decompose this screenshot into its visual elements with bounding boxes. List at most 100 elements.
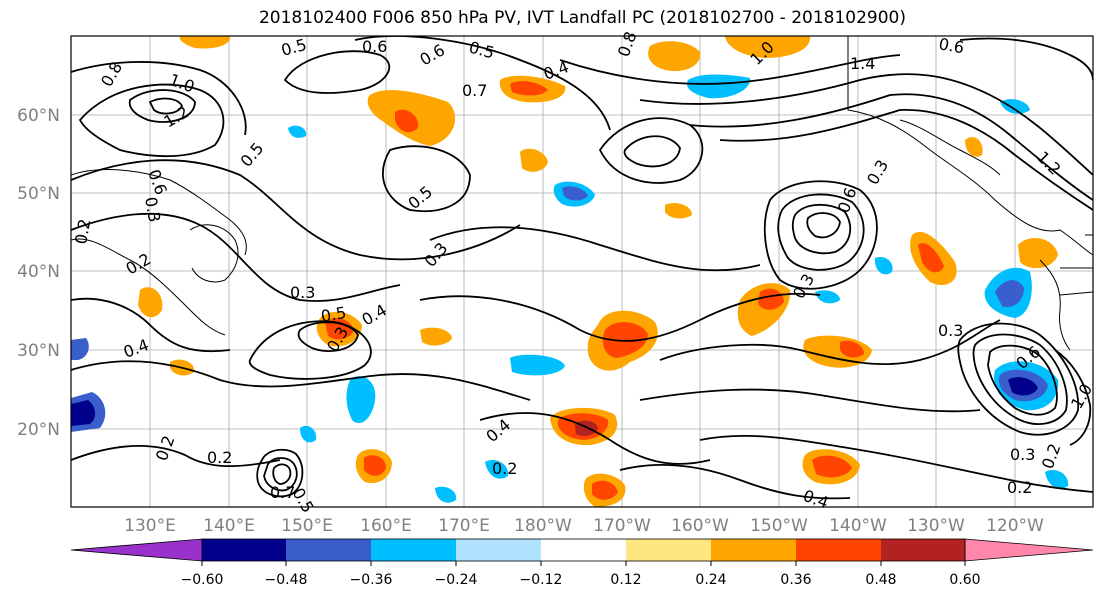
lat-label: 40°N — [17, 262, 60, 282]
pv-contour — [78, 83, 225, 158]
lon-label: 160°E — [360, 516, 412, 536]
contour-label: 0.2 — [71, 217, 94, 245]
coastline — [847, 36, 1093, 256]
pv-contour — [972, 333, 1068, 425]
colorbar-tick-label: −0.48 — [265, 572, 308, 588]
positive-anomaly-core — [812, 455, 852, 478]
lon-label: 120°W — [986, 516, 1044, 536]
pv-contour — [791, 203, 852, 255]
pv-contour — [148, 97, 184, 115]
colorbar-segment — [881, 539, 966, 561]
negative-anomaly-region — [346, 376, 376, 424]
positive-anomaly-core — [758, 288, 784, 310]
colorbar-tick-label: −0.60 — [181, 572, 224, 588]
positive-anomaly-core — [395, 109, 419, 133]
negative-anomaly-core — [995, 280, 1024, 308]
coastlines — [71, 36, 1093, 351]
negative-anomaly-region — [1000, 99, 1030, 114]
colorbar-segment — [541, 539, 627, 561]
pv-contour — [248, 320, 372, 380]
colorbar-segment — [371, 539, 457, 561]
colorbar-tick-label: −0.12 — [520, 572, 563, 588]
pv-contour — [559, 54, 901, 85]
colorbar-tick-label: 0.48 — [865, 572, 896, 588]
pv-contour — [419, 292, 821, 342]
coastline — [189, 224, 239, 283]
pv-contour — [777, 193, 865, 271]
pv-contour — [1054, 349, 1092, 446]
pv-contour — [128, 89, 196, 123]
latitude-labels: 60°N 50°N 40°N 30°N 20°N — [17, 106, 60, 440]
colorbar-segment — [286, 539, 372, 561]
lon-label: 140°W — [829, 516, 887, 536]
pv-contour — [283, 50, 391, 94]
lon-label: 140°E — [203, 516, 255, 536]
coastline — [71, 238, 226, 336]
pv-contour — [71, 360, 531, 401]
colorbar-tick-label: −0.24 — [435, 572, 478, 588]
negative-anomaly-core — [562, 186, 588, 201]
pv-contour — [71, 445, 281, 468]
contour-label: 0.3 — [141, 195, 164, 223]
pv-contours — [71, 36, 1093, 500]
pv-contour — [382, 145, 471, 213]
positive-anomaly-region — [1018, 237, 1058, 269]
pv-contour — [957, 322, 1079, 436]
colorbar-ticks — [201, 561, 966, 566]
coastline — [899, 119, 1001, 176]
pv-contour — [272, 463, 292, 485]
positive-anomaly-core — [364, 455, 386, 476]
positive-anomaly-core — [592, 480, 618, 500]
pv-contour — [71, 61, 247, 136]
lon-label: 170°W — [593, 516, 651, 536]
coastline — [1039, 259, 1071, 351]
negative-anomaly-region — [485, 459, 509, 479]
colorbar-extend-low — [70, 538, 203, 562]
positive-anomaly-core — [840, 340, 864, 358]
positive-anomaly-region — [420, 327, 452, 346]
pv-contour — [959, 37, 1093, 81]
colorbar-segment — [711, 539, 797, 561]
longitude-labels: 130°E 140°E 150°E 160°E 170°E 180°W 170°… — [124, 516, 1044, 536]
contour-label: 0.2 — [1007, 478, 1032, 497]
colorbar-tick-label: 0.36 — [780, 572, 811, 588]
positive-anomaly-region — [179, 36, 231, 49]
positive-anomaly-region — [648, 41, 701, 72]
positive-anomaly-core — [510, 81, 548, 96]
pv-contour — [71, 212, 401, 302]
pv-contour — [429, 226, 761, 272]
contour-label: 0.3 — [938, 321, 963, 340]
contour-label: 0.3 — [1010, 445, 1035, 464]
lat-label: 20°N — [17, 420, 60, 440]
pv-contour — [598, 117, 704, 184]
pv-contour — [263, 457, 298, 492]
colorbar-tick-label: −0.36 — [350, 572, 393, 588]
pv-contour — [297, 321, 359, 352]
pv-contour — [987, 344, 1058, 416]
lon-label: 150°W — [750, 516, 808, 536]
negative-anomaly-region — [71, 338, 89, 360]
pv-contour — [719, 109, 1093, 211]
lon-label: 180°W — [514, 516, 572, 536]
positive-anomaly-core — [918, 243, 944, 273]
positive-anomaly-region — [520, 148, 548, 172]
colorbar-extend-high — [964, 538, 1094, 562]
pv-contour — [639, 73, 1093, 176]
negative-anomaly-region — [288, 125, 307, 138]
positive-anomaly-region — [138, 287, 163, 318]
positive-anomaly-region — [665, 203, 692, 219]
colorbar-tick-label: 0.24 — [695, 572, 726, 588]
pv-contour — [659, 319, 1001, 365]
negative-anomaly-deep — [1008, 377, 1038, 396]
pv-contour — [763, 180, 878, 290]
lon-label: 130°W — [907, 516, 965, 536]
negative-anomaly-region — [300, 425, 317, 443]
contour-label: 0.7 — [270, 483, 295, 502]
colorbar-segment — [796, 539, 882, 561]
contour-label: 0.2 — [492, 459, 517, 478]
negative-anomaly-region — [435, 486, 457, 503]
positive-anomaly-core — [325, 318, 354, 340]
lat-label: 30°N — [17, 341, 60, 361]
negative-anomaly-region — [1045, 469, 1069, 489]
